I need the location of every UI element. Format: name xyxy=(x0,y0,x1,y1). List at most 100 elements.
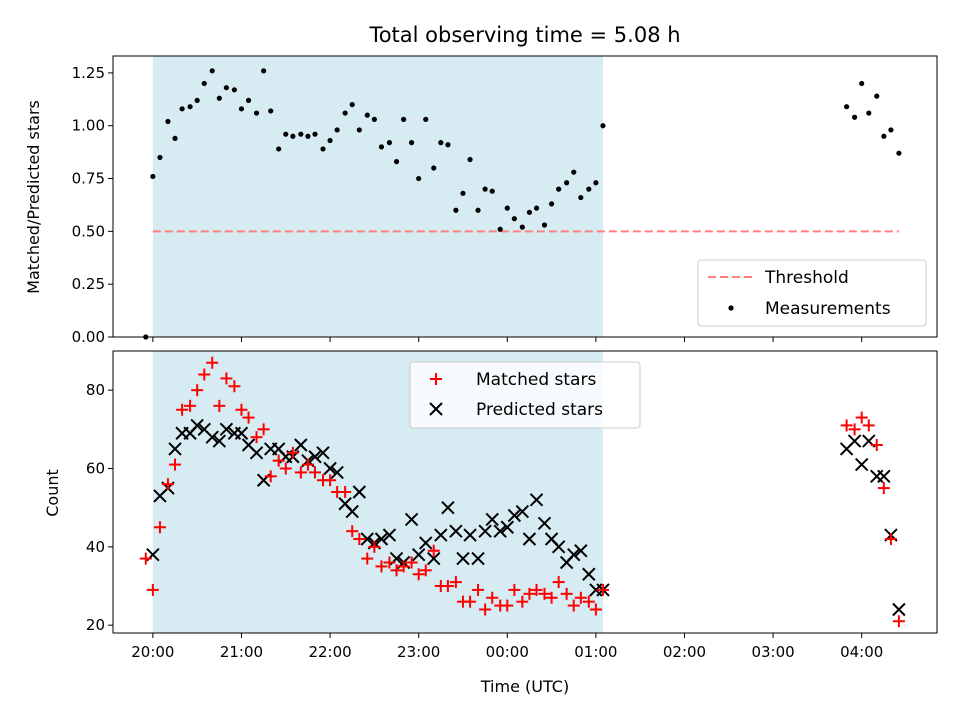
predicted-star-marker xyxy=(478,524,492,538)
measurement-point xyxy=(423,116,429,122)
matched-star-marker xyxy=(545,591,558,604)
measurement-point xyxy=(600,123,606,129)
predicted-star-marker xyxy=(360,532,374,546)
measurement-point xyxy=(519,224,525,230)
predicted-star-marker xyxy=(205,430,219,444)
matched-star-marker xyxy=(552,576,565,589)
matched-star-marker xyxy=(596,583,609,596)
matched-star-marker xyxy=(198,368,211,381)
y-tick-label: 80 xyxy=(86,381,105,399)
predicted-star-marker xyxy=(574,544,588,558)
predicted-star-marker xyxy=(434,528,448,542)
bottom-axes-frame xyxy=(112,350,938,634)
chart-title: Total observing time = 5.08 h xyxy=(368,23,680,47)
matched-star-marker xyxy=(339,486,352,498)
predicted-star-marker xyxy=(529,493,544,507)
matched-star-marker xyxy=(538,587,551,600)
y-tick-label: 20 xyxy=(86,616,105,634)
measurement-point xyxy=(231,87,237,93)
measurement-point xyxy=(298,131,304,137)
x-tick-label: 21:00 xyxy=(220,643,263,661)
measurement-point xyxy=(393,159,400,165)
measurement-point xyxy=(150,173,156,180)
matched-star-marker xyxy=(279,462,292,475)
matched-star-marker xyxy=(855,411,868,424)
matched-star-marker xyxy=(286,446,299,459)
matched-star-marker xyxy=(184,399,197,412)
matched-star-marker xyxy=(176,403,189,416)
predicted-star-marker xyxy=(463,528,477,542)
measurement-point xyxy=(305,133,311,139)
measurement-point xyxy=(187,104,193,110)
measurement-point xyxy=(320,146,326,152)
measurement-point xyxy=(238,106,245,112)
matched-star-marker xyxy=(250,431,263,444)
x-tick-label: 23:00 xyxy=(397,643,440,661)
legend-threshold-label: Threshold xyxy=(764,268,849,288)
measurement-point xyxy=(586,186,592,192)
measurement-point xyxy=(852,114,858,120)
predicted-star-marker xyxy=(411,547,426,562)
predicted-star-marker xyxy=(515,504,530,519)
matched-star-marker xyxy=(508,583,521,596)
predicted-star-marker xyxy=(374,532,389,546)
top-axes-frame xyxy=(112,55,938,338)
predicted-star-marker xyxy=(404,512,419,527)
predicted-stars-points xyxy=(146,418,906,617)
measurement-point xyxy=(571,169,577,175)
x-tick-label: 00:00 xyxy=(486,643,529,661)
measurement-point xyxy=(216,95,222,101)
measurement-point xyxy=(533,205,540,211)
measurement-point xyxy=(172,135,178,141)
measurement-point xyxy=(541,222,548,228)
matched-star-marker xyxy=(472,583,485,596)
matched-star-marker xyxy=(560,587,573,600)
matched-star-marker xyxy=(361,552,374,565)
legend-measurements-label: Measurements xyxy=(765,299,891,319)
matched-star-marker xyxy=(449,576,462,589)
predicted-star-marker xyxy=(507,508,522,523)
matched-star-marker xyxy=(368,540,381,553)
measurement-point xyxy=(564,180,570,186)
y-tick-label: 0.00 xyxy=(72,328,105,346)
measurement-point xyxy=(253,110,260,116)
predicted-star-marker xyxy=(582,567,596,581)
matched-star-marker xyxy=(892,615,905,628)
measurement-point xyxy=(467,156,473,163)
measurement-point xyxy=(453,207,459,213)
matched-star-marker xyxy=(146,583,159,596)
predicted-star-marker xyxy=(345,504,359,519)
bottom-y-ticks: 20 40 60 80 xyxy=(86,381,113,634)
measurement-point xyxy=(438,140,444,146)
bottom-y-axis-label: Count xyxy=(43,469,62,517)
measurement-point xyxy=(327,137,333,144)
matched-star-marker xyxy=(242,411,255,424)
measurement-point xyxy=(201,80,207,87)
measurement-point xyxy=(223,85,230,91)
measurement-point xyxy=(489,188,495,194)
measurement-point xyxy=(497,226,503,232)
y-tick-label: 0.75 xyxy=(72,170,105,188)
matched-star-marker xyxy=(220,372,233,385)
matched-star-marker xyxy=(574,591,587,604)
predicted-star-marker xyxy=(854,457,869,472)
predicted-star-marker xyxy=(330,465,344,480)
measurement-point xyxy=(866,110,872,116)
measurement-point xyxy=(245,97,252,103)
predicted-star-marker xyxy=(441,500,455,515)
matched-star-marker xyxy=(405,556,418,569)
measurement-point xyxy=(548,201,555,207)
measurement-point xyxy=(165,118,171,125)
matched-star-marker xyxy=(419,564,432,577)
measurement-point xyxy=(401,116,407,122)
legend-matched-label: Matched stars xyxy=(476,370,596,390)
measurement-point xyxy=(290,133,296,139)
measurement-point xyxy=(888,127,894,133)
matched-star-marker xyxy=(213,399,226,412)
measurement-point xyxy=(408,140,415,146)
bottom-x-ticks: 20:00 21:00 22:00 23:00 00:00 01:00 02:00 03:00… xyxy=(131,633,883,661)
predicted-star-marker xyxy=(190,418,204,433)
matched-star-marker xyxy=(191,384,204,397)
observing-window-shade xyxy=(152,56,603,337)
